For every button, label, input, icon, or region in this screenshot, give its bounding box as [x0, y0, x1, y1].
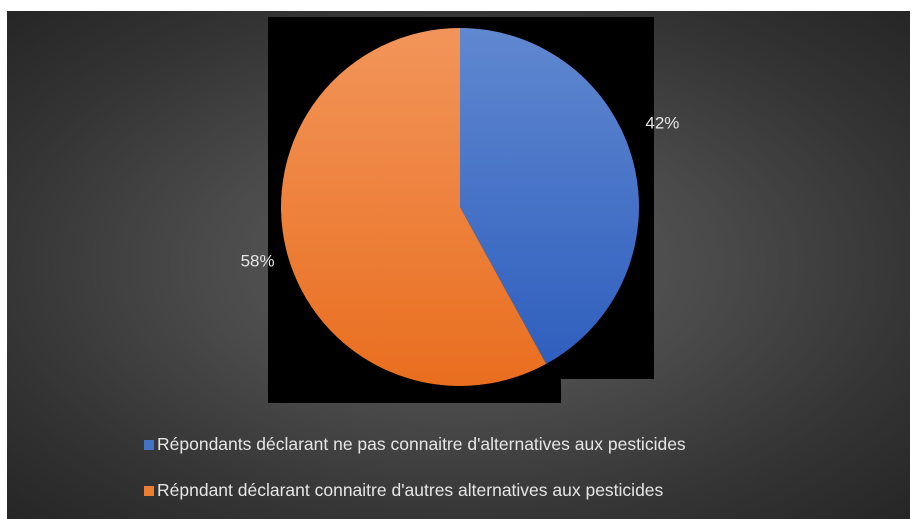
pie-chart: 42% 58% — [241, 17, 679, 403]
legend-label-1: Répndant déclarant connaitre d'autres al… — [157, 480, 664, 500]
data-label-0: 42% — [645, 113, 679, 132]
legend-item-1: Répndant déclarant connaitre d'autres al… — [144, 480, 663, 501]
chart-area: 42% 58% Répondants déclarant ne pas conna… — [7, 11, 910, 519]
legend-label-0: Répondants déclarant ne pas connaitre d'… — [157, 434, 686, 454]
legend-swatch-orange — [144, 485, 154, 496]
legend-item-0: Répondants déclarant ne pas connaitre d'… — [144, 434, 686, 455]
data-label-1: 58% — [241, 252, 275, 271]
pie-slice-orange — [281, 28, 547, 386]
pie-slice-blue — [460, 28, 639, 364]
legend-swatch-blue — [144, 439, 154, 450]
